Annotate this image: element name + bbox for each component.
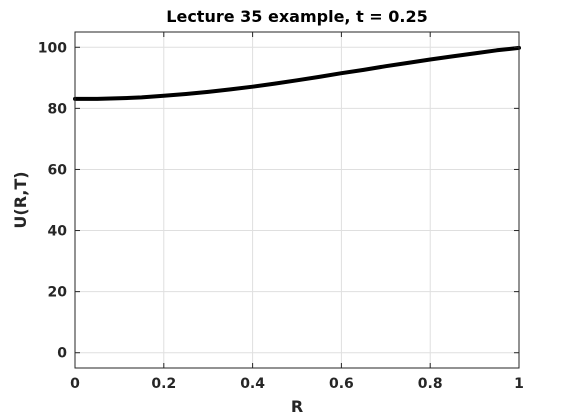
y-axis-label: U(R,T) [11, 171, 30, 228]
x-tick-label: 0 [70, 376, 80, 392]
y-tick-label: 40 [48, 224, 68, 240]
x-tick-label: 0.2 [151, 376, 176, 392]
series-line [75, 48, 519, 99]
y-tick-label: 20 [48, 285, 68, 301]
y-tick-label: 0 [57, 346, 67, 362]
y-tick-label: 100 [38, 40, 67, 56]
chart-title: Lecture 35 example, t = 0.25 [166, 7, 427, 26]
x-tick-label: 1 [514, 376, 524, 392]
x-tick-label: 0.4 [240, 376, 265, 392]
y-tick-label: 80 [48, 101, 68, 117]
x-axis-ticks: 0 0.2 0.4 0.6 0.8 1 [70, 32, 524, 392]
x-tick-label: 0.6 [329, 376, 354, 392]
x-tick-label: 0.8 [418, 376, 443, 392]
y-axis-ticks: 0 20 40 60 80 100 [38, 40, 519, 361]
gridlines [75, 32, 519, 368]
y-tick-label: 60 [48, 162, 68, 178]
series-layer [75, 48, 519, 99]
x-axis-label: R [291, 397, 303, 416]
plot-frame [75, 32, 519, 368]
